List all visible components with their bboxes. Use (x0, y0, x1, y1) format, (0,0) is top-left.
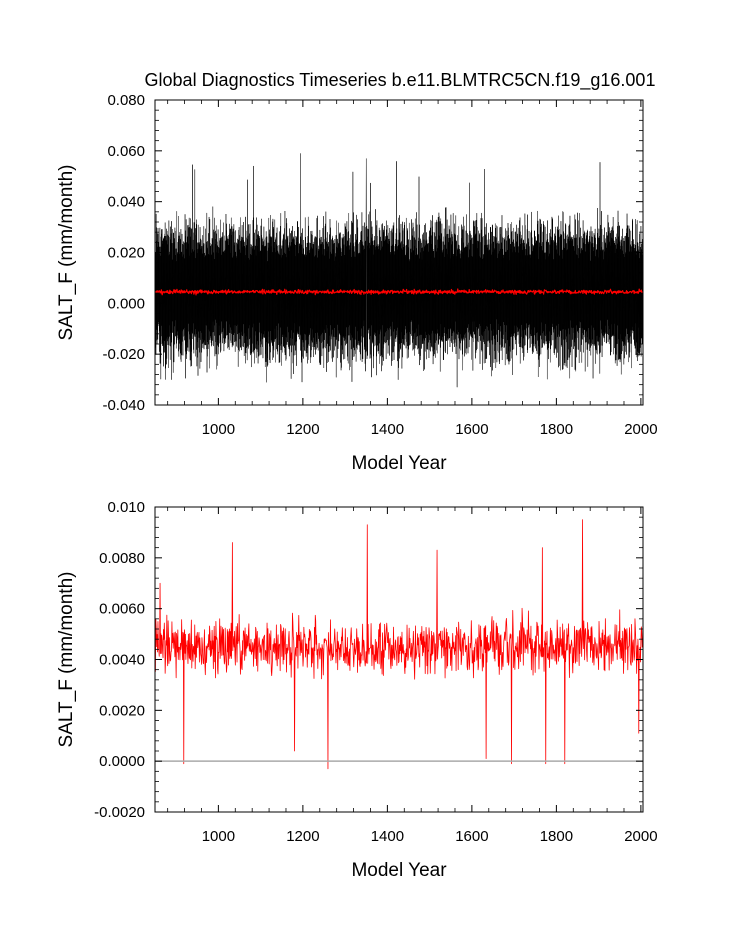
top-chart-xtick-label: 2000 (624, 421, 657, 438)
bottom-chart-ytick-label: 0.0080 (99, 550, 145, 567)
top-chart-series-annual-mean-line (154, 288, 644, 296)
top-chart-panel: -0.040 -0.020 0.000 0.020 0.040 0.060 0.080 100… (56, 92, 658, 474)
top-chart-ytick-label: 0.020 (107, 245, 145, 262)
figure-title: Global Diagnostics Timeseries b.e11.BLMT… (145, 70, 656, 91)
bottom-chart-ytick-label: 0.0000 (99, 753, 145, 770)
top-chart-xtick-label: 1600 (455, 421, 488, 438)
top-chart-ytick-label: 0.080 (107, 92, 145, 109)
top-chart-series-monthly-line (154, 153, 644, 388)
top-chart-xtick-label: 1200 (286, 421, 319, 438)
bottom-chart-ytick-label: -0.0020 (94, 804, 145, 821)
bottom-chart-xtick-label: 1400 (371, 828, 404, 845)
bottom-chart-ytick-label: 0.0060 (99, 601, 145, 618)
bottom-chart-xtick-label: 1200 (286, 828, 319, 845)
top-chart-ytick-label: -0.040 (102, 397, 145, 414)
bottom-chart-series-annual-mean-line (154, 519, 644, 770)
top-chart-xlabel: Model Year (351, 453, 447, 474)
bottom-chart-xlabel: Model Year (351, 860, 447, 881)
top-chart-ytick-label: 0.060 (107, 143, 145, 160)
top-chart-xtick-label: 1400 (371, 421, 404, 438)
bottom-chart-frame (154, 506, 644, 813)
top-chart-frame (154, 99, 644, 406)
bottom-chart-xtick-label: 2000 (624, 828, 657, 845)
top-chart-xtick-label: 1800 (540, 421, 573, 438)
top-chart-tick-labels: -0.040 -0.020 0.000 0.020 0.040 0.060 0.080 100… (102, 92, 657, 438)
bottom-chart-data (154, 519, 644, 770)
bottom-chart-ticks (155, 506, 643, 813)
bottom-chart-xtick-label: 1600 (455, 828, 488, 845)
bottom-chart-ytick-label: 0.0040 (99, 652, 145, 669)
top-chart-ytick-label: 0.000 (107, 295, 145, 312)
top-chart-ytick-label: 0.040 (107, 194, 145, 211)
bottom-chart-panel: -0.0020 0.0000 0.0020 0.0040 0.0060 0.0080 0.0… (56, 499, 658, 881)
top-chart-xtick-label: 1000 (202, 421, 235, 438)
top-chart-ytick-label: -0.020 (102, 346, 145, 363)
bottom-chart-tick-labels: -0.0020 0.0000 0.0020 0.0040 0.0060 0.0080 0.0… (94, 499, 657, 845)
bottom-chart-ytick-label: 0.010 (107, 499, 145, 516)
top-chart-ylabel: SALT_F (mm/month) (56, 165, 77, 341)
bottom-chart-ylabel: SALT_F (mm/month) (56, 572, 77, 748)
top-chart-data (154, 153, 644, 388)
bottom-chart-xtick-label: 1800 (540, 828, 573, 845)
top-chart-ticks (155, 99, 643, 406)
bottom-chart-xtick-label: 1000 (202, 828, 235, 845)
bottom-chart-ytick-label: 0.0020 (99, 702, 145, 719)
